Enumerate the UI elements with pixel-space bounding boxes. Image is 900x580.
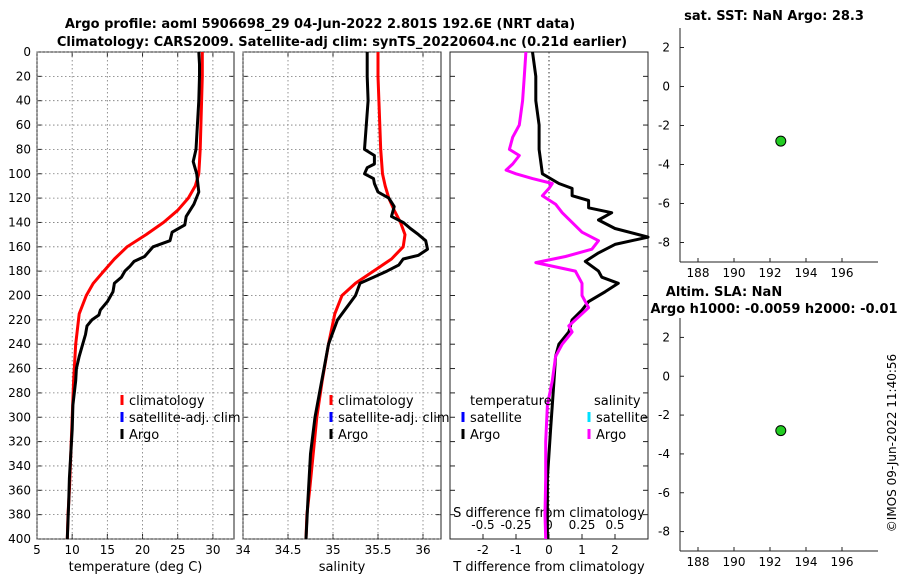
sst-ytick-label: -6 (658, 197, 670, 211)
salinity-legend-label: climatology (338, 394, 414, 409)
difference-series-s-diff-argo (504, 51, 600, 540)
sla-xtick-label: 194 (795, 555, 818, 569)
sst-title: sat. SST: NaN Argo: 28.3 (684, 9, 864, 24)
depth-tick-label: 80 (16, 142, 31, 156)
difference-legend-s-label: Argo (596, 428, 626, 443)
temperature-xlabel: temperature (deg C) (69, 560, 203, 575)
sst-xtick-label: 188 (687, 266, 710, 280)
temperature-axes-frame (36, 51, 235, 540)
sst-ytick-label: 2 (662, 41, 670, 55)
sla-ytick-label: -6 (658, 486, 670, 500)
temperature-xtick-label: 25 (170, 543, 185, 557)
salinity-legend-label: Argo (338, 428, 368, 443)
temperature-xtick-label: 30 (205, 543, 220, 557)
depth-tick-label: 180 (8, 264, 31, 278)
salinity-xtick-label: 35.5 (365, 543, 392, 557)
sst-argo-position-marker (775, 135, 787, 147)
sla-ytick-label: 0 (662, 369, 670, 383)
depth-tick-label: 340 (8, 459, 31, 473)
sst-ytick-label: -8 (658, 236, 670, 250)
depth-tick-label: 280 (8, 386, 31, 400)
sst-ytick-label: -4 (658, 158, 670, 172)
salinity-series-climatology (304, 52, 407, 540)
sdiff-tick-label: -0.5 (471, 518, 494, 532)
sla-xtick-label: 190 (723, 555, 746, 569)
depth-tick-label: 40 (16, 94, 31, 108)
depth-tick-label: 60 (16, 118, 31, 132)
temperature-xtick-label: 5 (33, 543, 41, 557)
temperature-series-argo (65, 51, 201, 540)
temperature-legend-label: climatology (129, 394, 205, 409)
depth-tick-label: 380 (8, 508, 31, 522)
depth-tick-label: 400 (8, 532, 31, 546)
depth-tick-label: 0 (23, 45, 31, 59)
difference-xtick-label: 1 (578, 543, 586, 557)
imos-watermark: ©IMOS 09-Jun-2022 11:40:56 (885, 354, 899, 532)
depth-tick-label: 200 (8, 289, 31, 303)
sst-xtick-label: 190 (723, 266, 746, 280)
sst-ytick-label: -2 (658, 119, 670, 133)
temperature-legend-label: Argo (129, 428, 159, 443)
salinity-xtick-label: 35 (325, 543, 340, 557)
figure-title-line2: Climatology: CARS2009. Satellite-adj cli… (57, 35, 627, 50)
depth-tick-label: 20 (16, 69, 31, 83)
temperature-xtick-label: 10 (65, 543, 80, 557)
salinity-xtick-label: 34.5 (275, 543, 302, 557)
sla-ytick-label: -8 (658, 525, 670, 539)
salinity-xtick-label: 36 (415, 543, 430, 557)
sla-argo-position-marker (775, 425, 787, 437)
difference-series-t-diff-argo (531, 51, 650, 539)
figure-title-line1: Argo profile: aoml 5906698_29 04-Jun-202… (65, 17, 575, 32)
sla-xtick-label: 188 (687, 555, 710, 569)
difference-xtick-label: 2 (611, 543, 619, 557)
depth-tick-label: 160 (8, 240, 31, 254)
sla-xtick-label: 196 (831, 555, 854, 569)
tdiff-axis-label: T difference from climatology (452, 560, 645, 575)
sdiff-tick-label: 0 (545, 518, 553, 532)
depth-tick-label: 320 (8, 435, 31, 449)
sst-ytick-label: 0 (662, 80, 670, 94)
difference-xtick-label: -2 (477, 543, 489, 557)
salinity-series-argo (304, 52, 429, 540)
sst-xtick-label: 194 (795, 266, 818, 280)
sla-ytick-label: 2 (662, 330, 670, 344)
sdiff-tick-label: -0.25 (500, 518, 531, 532)
sdiff-axis-label: S difference from climatology (453, 506, 645, 521)
depth-tick-label: 120 (8, 191, 31, 205)
sla-title: Altim. SLA: NaN (666, 285, 782, 300)
sla-ytick-label: -4 (658, 447, 670, 461)
difference-xtick-label: 0 (545, 543, 553, 557)
salinity-xtick-label: 34 (235, 543, 250, 557)
temperature-xtick-label: 15 (100, 543, 115, 557)
difference-legend-s-title: salinity (594, 394, 641, 409)
sdiff-tick-label: 0.25 (569, 518, 596, 532)
sla-xtick-label: 192 (759, 555, 782, 569)
depth-tick-label: 220 (8, 313, 31, 327)
depth-tick-label: 100 (8, 167, 31, 181)
depth-tick-label: 360 (8, 483, 31, 497)
depth-tick-label: 300 (8, 410, 31, 424)
sla-subtitle: Argo h1000: -0.0059 h2000: -0.01 (650, 302, 897, 317)
salinity-legend-label: satellite-adj. clim (338, 411, 450, 426)
temperature-xtick-label: 20 (135, 543, 150, 557)
temperature-legend-label: satellite-adj. clim (129, 411, 241, 426)
difference-legend-t-title: temperature (470, 394, 552, 409)
difference-legend-t-label: satellite (470, 411, 522, 426)
depth-tick-label: 240 (8, 337, 31, 351)
difference-legend-s-label: satellite (596, 411, 648, 426)
depth-tick-label: 140 (8, 215, 31, 229)
difference-xtick-label: -1 (510, 543, 522, 557)
sst-xtick-label: 196 (831, 266, 854, 280)
depth-tick-label: 260 (8, 362, 31, 376)
difference-legend-t-label: Argo (470, 428, 500, 443)
sdiff-tick-label: 0.5 (605, 518, 624, 532)
sst-xtick-label: 192 (759, 266, 782, 280)
sla-ytick-label: -2 (658, 408, 670, 422)
salinity-xlabel: salinity (319, 560, 366, 575)
